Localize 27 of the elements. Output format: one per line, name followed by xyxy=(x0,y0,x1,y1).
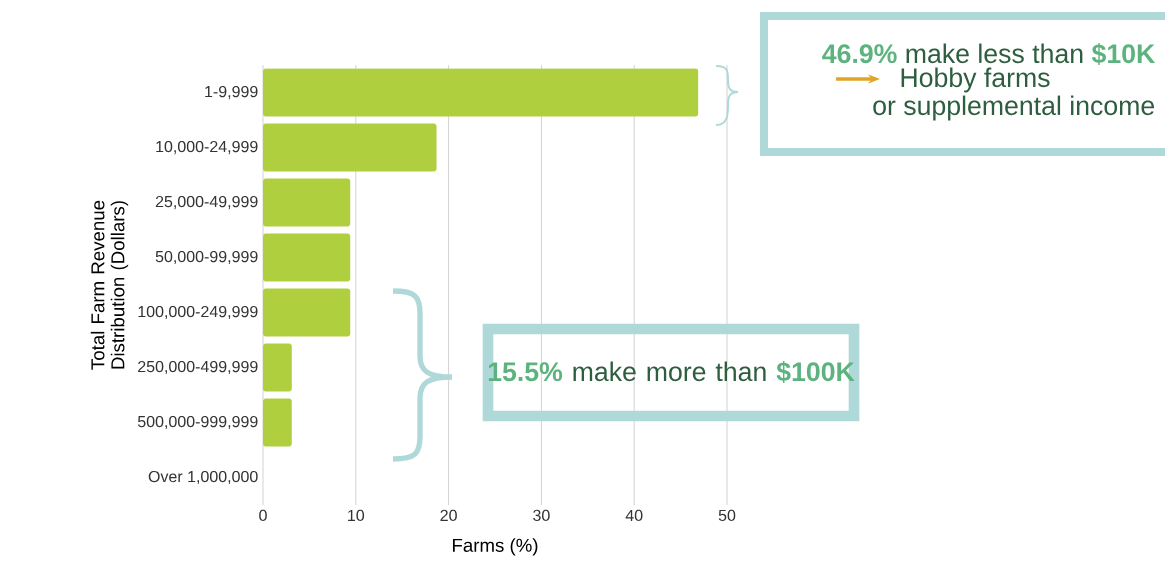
x-tick-label: 20 xyxy=(440,509,457,522)
bar xyxy=(263,343,292,392)
x-tick-label: 40 xyxy=(625,509,643,522)
bar xyxy=(263,178,351,227)
bar xyxy=(263,288,351,337)
y-tick-label: 25,000-49,999 xyxy=(155,195,258,210)
bar xyxy=(263,123,437,172)
text: 46.9% make less than $10K xyxy=(822,43,1156,65)
x-tick-label: 30 xyxy=(533,509,550,522)
x-tick-label: 10 xyxy=(348,509,365,522)
y-tick-label: 50,000-99,999 xyxy=(155,250,258,265)
text: or supplemental income xyxy=(873,95,1155,121)
bar xyxy=(263,68,699,117)
bar xyxy=(263,233,351,282)
x-tick-label: 0 xyxy=(259,509,267,522)
x-axis-title: Farms (%) xyxy=(452,538,538,556)
y-tick-label: 500,000-999,999 xyxy=(137,415,258,430)
bar xyxy=(263,398,292,447)
y-tick-label: 10,000-24,999 xyxy=(156,140,258,155)
annotation: 15.5% make more than $100K xyxy=(488,361,855,383)
y-axis-title: Total Farm Revenue Distribution (Dollars) xyxy=(90,200,129,370)
y-tick-label: 250,000-499,999 xyxy=(138,360,258,375)
text: Hobby farms xyxy=(901,67,1050,93)
x-tick-label: 50 xyxy=(718,509,736,522)
y-tick-label: 100,000-249,999 xyxy=(138,305,258,320)
y-tick-label: 1-9,999 xyxy=(205,85,258,100)
y-tick-label: Over 1,000,000 xyxy=(148,470,258,485)
